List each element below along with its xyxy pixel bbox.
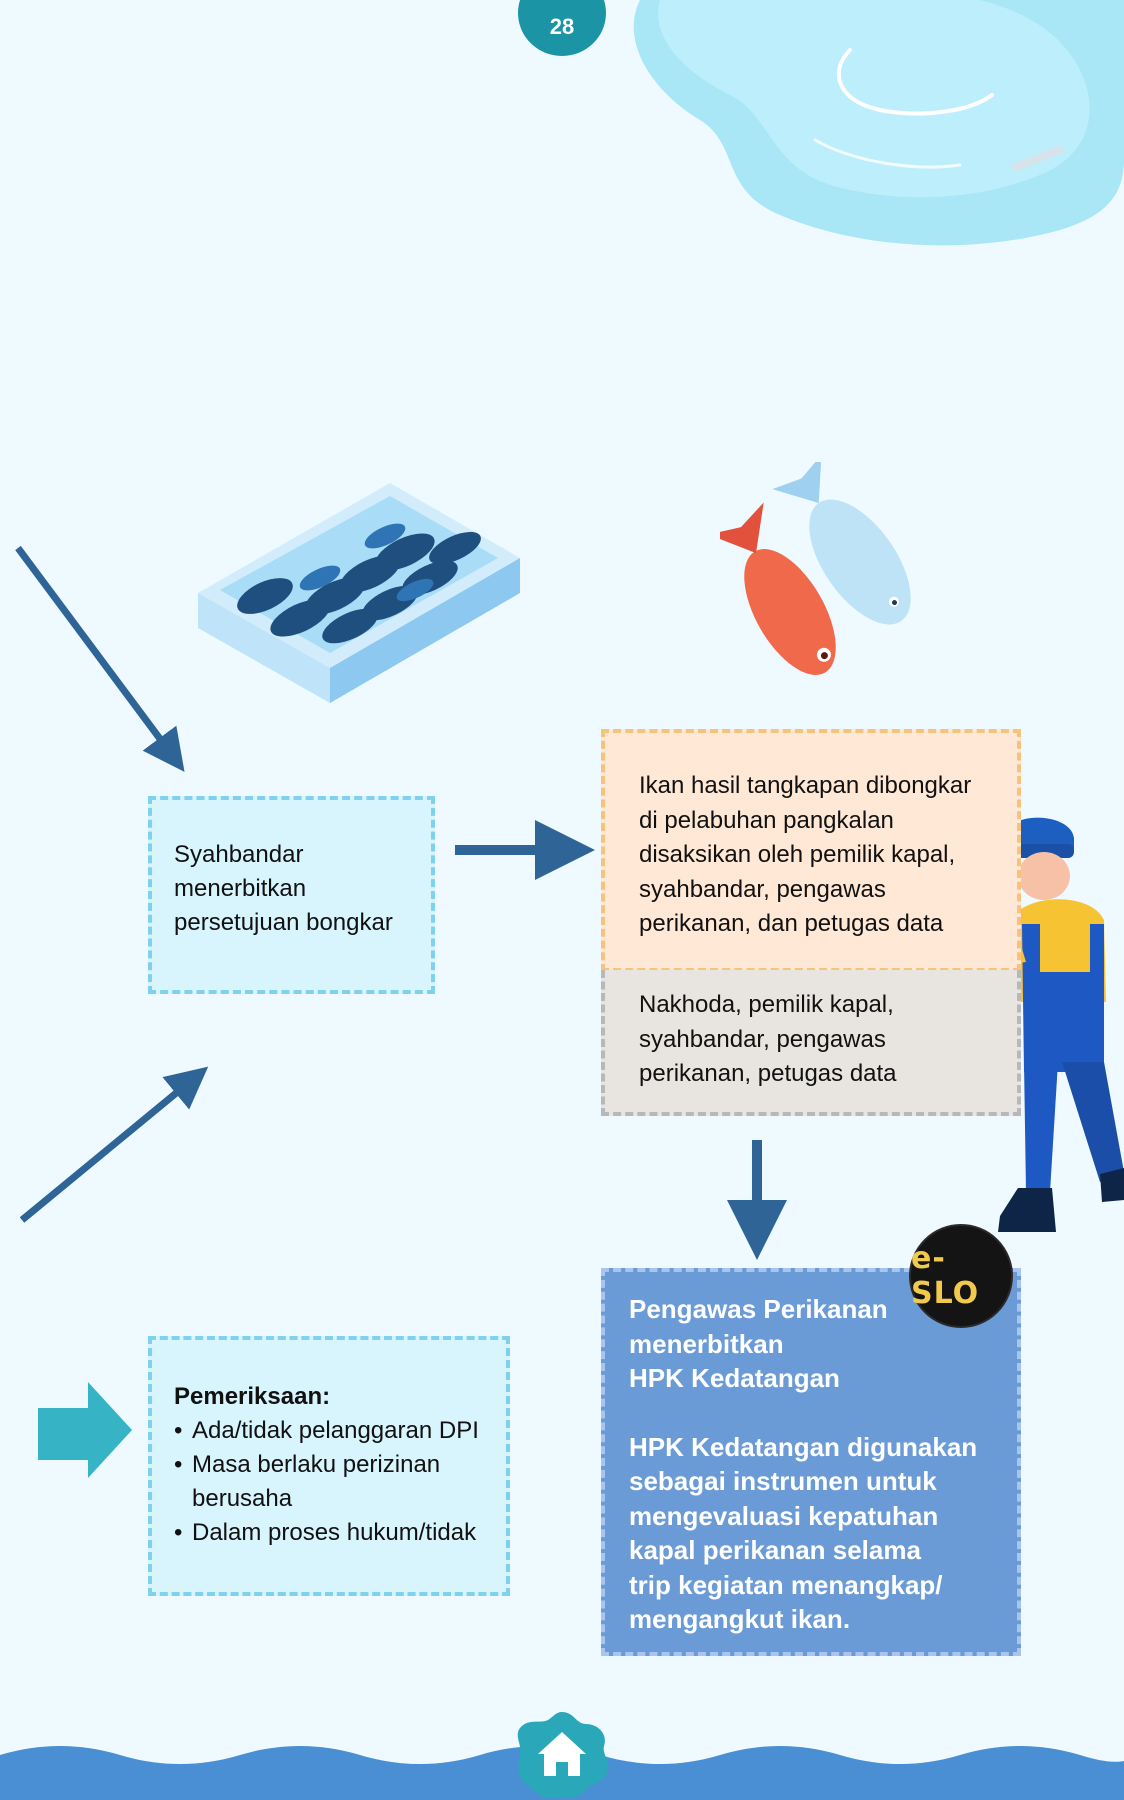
home-icon: [517, 1712, 609, 1799]
eslo-logo-text: e-SLO: [911, 1241, 980, 1311]
fisheries-worker-icon: [940, 817, 1124, 1232]
witnesses-line: perikanan, petugas data: [639, 1060, 897, 1087]
unloading-line: di pelabuhan pangkalan: [639, 806, 894, 834]
hpk-body-line: sebagai instrumen untuk: [629, 1466, 937, 1496]
arrow-into-permit-bottom: [19, 1066, 209, 1223]
unloading-line: disaksikan oleh pemilik kapal,: [639, 841, 956, 868]
fish-pair-icon: [720, 462, 911, 675]
witnesses-box: Nakhoda, pemilik kapal, syahbandar, peng…: [601, 970, 1021, 1116]
hpk-body-line: mengevaluasi kepatuhan: [629, 1500, 939, 1531]
hpk-body-line: mengangkut ikan.: [629, 1604, 851, 1634]
hpk-step-box: Pengawas Perikanan menerbitkan HPK Kedat…: [601, 1268, 1021, 1656]
unloading-line: Ikan hasil tangkapan dibongkar: [639, 772, 972, 799]
arrow-into-inspection: [38, 1382, 132, 1478]
hpk-heading-line: HPK Kedatangan: [629, 1363, 840, 1393]
hpk-heading-line: Pengawas Perikanan: [629, 1294, 888, 1324]
home-button[interactable]: [512, 1710, 612, 1800]
witnesses-line: Nakhoda, pemilik kapal,: [639, 991, 894, 1018]
inspection-title: Pemeriksaan:: [174, 1383, 331, 1410]
unloading-line: perikanan, dan petugas data: [639, 910, 944, 937]
page-number: 28: [549, 14, 575, 39]
witnesses-line: syahbandar, pengawas: [639, 1025, 886, 1053]
inspection-step-box: Pemeriksaan: Ada/tidak pelanggaran DPI M…: [148, 1336, 510, 1596]
fish-crate-icon: [198, 483, 520, 703]
hpk-body-line: trip kegiatan menangkap/: [629, 1569, 943, 1600]
unloading-line: syahbandar, pengawas: [639, 875, 886, 903]
hpk-body-line: kapal perikanan selama: [629, 1535, 921, 1565]
inspection-item: Masa berlaku perizinan berusaha: [174, 1448, 484, 1516]
hpk-heading-line: menerbitkan: [629, 1328, 784, 1359]
hpk-body-line: HPK Kedatangan digunakan: [629, 1431, 978, 1462]
inspection-list: Ada/tidak pelanggaran DPI Masa berlaku p…: [174, 1414, 484, 1550]
permit-step-box: Syahbandar menerbitkan persetujuan bongk…: [148, 796, 435, 994]
unloading-step-box: Ikan hasil tangkapan dibongkar di pelabu…: [601, 729, 1021, 972]
water-puddle-icon: [633, 0, 1124, 246]
permit-line: persetujuan bongkar: [174, 909, 393, 936]
eslo-logo: e-SLO: [909, 1224, 1013, 1328]
inspection-item: Dalam proses hukum/tidak: [174, 1516, 484, 1550]
permit-line: menerbitkan: [174, 875, 307, 902]
permit-line: Syahbandar: [174, 841, 304, 868]
arrow-into-permit-top: [15, 545, 185, 772]
inspection-item: Ada/tidak pelanggaran DPI: [174, 1414, 484, 1448]
